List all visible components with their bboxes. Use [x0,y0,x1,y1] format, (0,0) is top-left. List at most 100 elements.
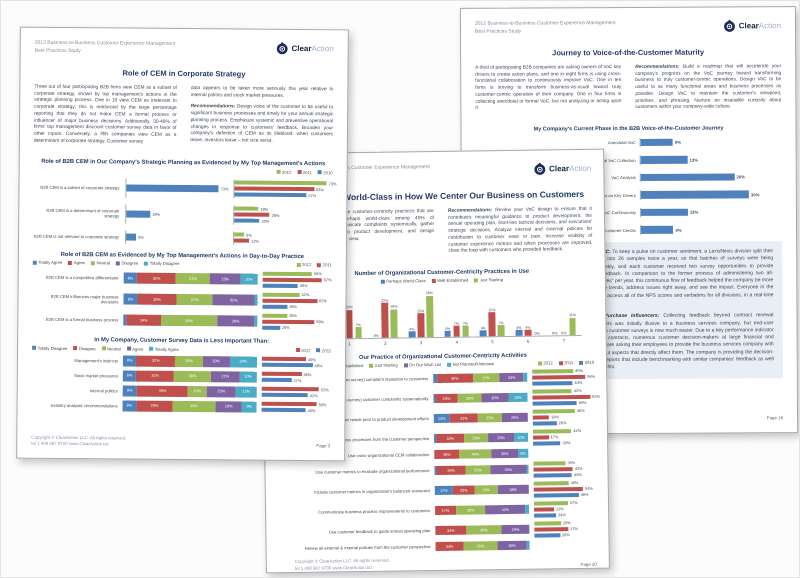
bar-segment [254,294,258,306]
trend-bars: 52% 42% [261,387,329,399]
legend-label: 2012 [301,347,311,353]
legend-swatch [558,361,563,366]
legend-swatch [316,348,321,353]
bar-segment: 10% [188,385,207,398]
bar-segment: 17% [434,486,453,496]
bar: 7% [461,321,469,338]
legend-item: Disagree [115,261,138,266]
bar-value: 13% [689,157,698,163]
trend-bars: 38% 54% 49% [533,480,598,498]
bar: 19% [234,206,335,212]
legend-label: On Our Wish List [409,362,442,368]
header-line2: Best Practices Study [34,47,81,54]
legend-swatch [296,262,301,267]
bar: 67% [262,277,331,283]
bar: 0% [551,331,559,336]
bar-value: 45% [575,368,584,374]
bar-segment [526,541,530,551]
bar: 13% [640,156,778,164]
bar-fill [261,372,302,377]
chart-title: Role of B2B CEM as Evidenced by My Top M… [60,251,305,260]
bar-value: 38% [570,480,579,486]
bar-segment: 32% [136,272,177,285]
bar-value: 27% [293,377,302,383]
bar-fill [262,277,322,282]
bar-value: 28% [562,532,570,538]
bar-segment: 29% [501,525,530,535]
page-cem-strategy: 2012 Business-to-Business Customer Exper… [16,26,349,462]
bar: 30% [533,440,597,446]
body-column-2: data appears to be taken more seriously … [190,86,333,153]
bar: 46% [261,363,328,369]
page-header: 2012 Business-to-Business Customer Exper… [35,40,334,58]
legend-item: 2011 [316,348,331,353]
bar-fill [126,233,137,241]
body-column-1: Three out of four participating B2B firm… [33,84,177,145]
trend-bars: 37% 22% 24% [533,500,598,518]
bar-fill [234,232,245,237]
bar-fill [532,381,573,386]
bar-value: 48% [578,400,587,406]
bar-fill [640,173,735,182]
chart-legend: Totally Agree Agree Neutral Disagree Totally… [32,260,180,266]
stacked-bar: 17% 23% 25% 38% [434,485,529,496]
chart-legend: 2012 2011 [295,347,331,353]
legend-swatch [126,346,131,351]
stacked-bar: 23% 26% 30% 18% [433,393,528,404]
bar: 26% [425,291,434,338]
bar: 62% [262,298,328,304]
bar-value: 0% [552,331,558,336]
body-column-2: Recommendations: Review your VoC design … [448,207,593,256]
bar: 73% [126,184,228,193]
bar-segment: 33% [449,413,479,424]
bar-value: 12% [251,238,259,244]
stacked-bar: 8% 32% 20% 20% 20% [122,355,258,368]
chart-legend: 2012 2011 2010 [537,360,594,366]
bar-segment: 26% [217,315,255,327]
bar-segment: 40% [466,525,502,535]
bar-segment: 38% [497,485,529,495]
bar: 22% [534,506,598,512]
bar-value: 42% [573,428,582,434]
bar-segment: 20% [206,386,237,398]
bar-segment: 8% [122,400,137,412]
bar: 37% [533,500,598,506]
legend-label: Totally Disagree [37,345,68,351]
bar-fill [532,374,586,380]
clearaction-logo-icon [534,162,546,175]
bar: 58% [532,374,596,380]
bar-fill [417,313,425,338]
bar: 26% [532,420,597,426]
row-label: B2B CEM influences major business decisi… [50,293,119,305]
legend-item: 2012 [537,361,553,366]
bar-segment: 10% [240,273,258,285]
bar-fill [533,461,566,466]
bar-value: 0% [561,331,567,336]
bar-segment: 8% [122,370,137,382]
body-column-2: Recommendations: Build a roadmap that wi… [635,64,781,112]
bar: 11% [569,313,577,336]
bar-segment: 12% [235,386,257,398]
bar: 19% [126,210,227,218]
bar-value: 4% [444,326,451,331]
bar: 28% [234,212,335,218]
bar: 63% [234,186,335,192]
stacked-bar: 17% 29% 42% [435,505,530,516]
trend-bars: 45% 58% 44% [532,368,596,386]
bar: 0% [560,331,568,336]
copyright-block: Copyright © ClearAction LLC. All rights … [295,558,390,573]
bar-value: 40% [307,407,316,413]
bar-value: 46% [576,408,585,414]
legend-item: Not Planned/Unknown [447,362,494,368]
bar-value: 52% [320,387,329,393]
body-paragraph: data appears to be taken more seriously … [190,86,334,99]
bar-value: 35% [567,460,576,466]
bar-fill [532,394,591,400]
bar-segment: 27% [176,294,213,306]
chart-row: Industry analysts' recommendations 8% 29% 3… [32,400,331,414]
trend-bars [533,453,597,454]
bar-fill [126,210,151,218]
bar-segment: 27% [472,373,500,383]
bar: 13% [640,208,778,217]
bar-fill [262,325,280,330]
